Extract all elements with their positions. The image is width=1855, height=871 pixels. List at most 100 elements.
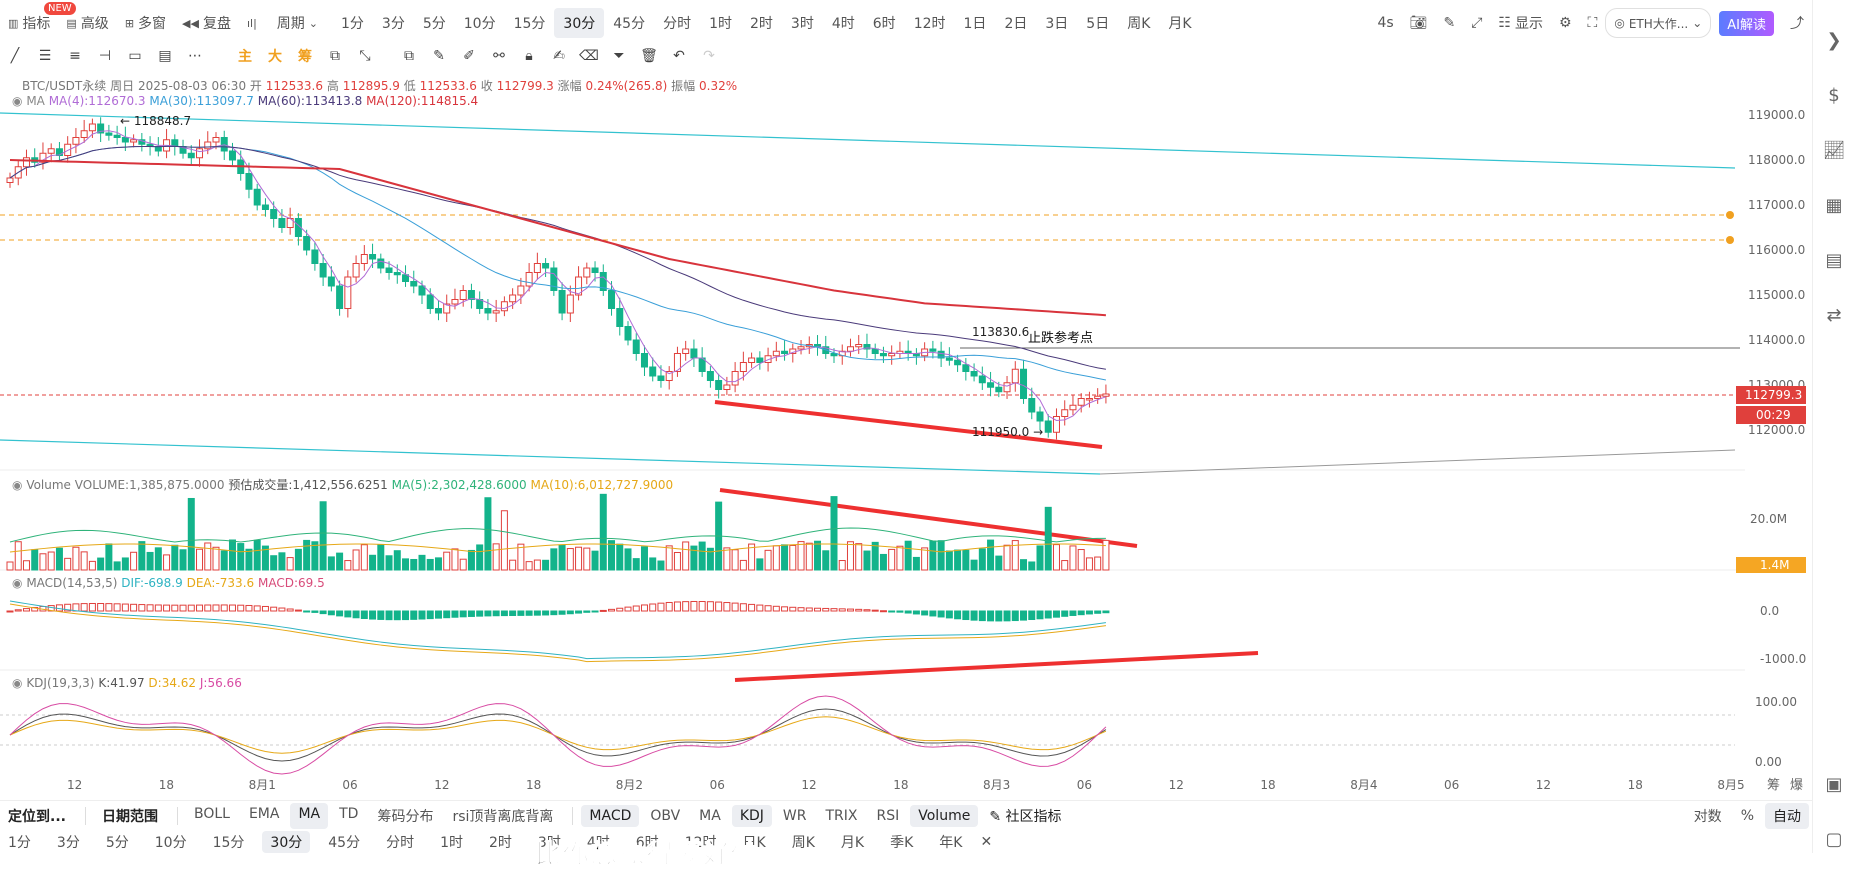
indicator-tab[interactable]: MA: [290, 802, 329, 829]
period-tab[interactable]: 分时: [663, 16, 692, 32]
bottom-period-tab[interactable]: 分时: [386, 835, 415, 851]
period-tab[interactable]: 2日: [1004, 16, 1028, 32]
lock-icon[interactable]: 🔒︎: [525, 48, 533, 64]
period-menu-button[interactable]: 周期 ⌄: [276, 16, 318, 32]
period-tab[interactable]: 周K: [1127, 16, 1151, 32]
period-tab[interactable]: 12时: [913, 16, 946, 32]
sub-indicator-tab[interactable]: KDJ: [731, 804, 772, 827]
ai-button[interactable]: AI解读: [1711, 8, 1782, 38]
chart-bars-button[interactable]: ▥ 指标 NEW: [0, 2, 76, 38]
bottom-period-tab[interactable]: 45分: [328, 835, 361, 851]
bell-icon[interactable]: ◉: [12, 576, 23, 590]
sub-indicator-tab[interactable]: TRIX: [825, 807, 858, 824]
main-force-button[interactable]: 主: [238, 49, 252, 65]
eye-icon[interactable]: ◉: [12, 478, 23, 492]
sub-indicator-tab[interactable]: MA: [699, 807, 721, 824]
big-order-button[interactable]: 大: [268, 49, 282, 65]
link-icon[interactable]: ⚯: [493, 48, 505, 64]
sub-indicator-tab[interactable]: RSI: [876, 807, 900, 824]
symbol-selector[interactable]: ◎ ETH大作... ⌄: [1605, 8, 1712, 38]
sub-indicator-tab[interactable]: OBV: [650, 807, 681, 824]
community-indicators-button[interactable]: ✎ 社区指标: [989, 808, 1062, 825]
pencil-icon[interactable]: ✎: [1435, 8, 1463, 38]
filter-icon[interactable]: ⏷: [613, 48, 625, 64]
refresh-interval[interactable]: 4s: [1377, 15, 1394, 31]
log-scale-toggle[interactable]: 对数: [1693, 808, 1722, 825]
indicator-tab[interactable]: rsi顶背离底背离: [452, 808, 554, 825]
bottom-period-tab[interactable]: 15分: [212, 835, 245, 851]
period-tab[interactable]: 4时: [831, 16, 855, 32]
chips-button[interactable]: 筹: [298, 49, 312, 65]
bottom-period-tab[interactable]: 3分: [56, 835, 80, 851]
period-tab[interactable]: 45分: [613, 16, 646, 32]
multi-line-tool-icon[interactable]: ☰: [38, 48, 52, 64]
bottom-period-tab[interactable]: 季K: [890, 835, 914, 851]
depth-chart-icon[interactable]: 📈︎: [1822, 140, 1846, 161]
calendar-button[interactable]: ▤ 高级: [66, 16, 109, 32]
indicator-tab[interactable]: BOLL: [193, 805, 230, 822]
period-tab[interactable]: 5分: [422, 16, 446, 32]
period-tab[interactable]: 30分: [554, 8, 605, 38]
period-tab[interactable]: 1分: [341, 16, 364, 32]
magnet-icon[interactable]: ⧉: [330, 48, 340, 64]
fullscreen-exit-icon[interactable]: ⤢: [1463, 8, 1490, 38]
chart-type-button[interactable]: ıl|: [239, 8, 269, 38]
bottom-period-tab[interactable]: 1时: [440, 835, 463, 851]
bottom-period-tab[interactable]: 日K: [742, 835, 766, 851]
expand-icon[interactable]: ⛶: [1580, 8, 1606, 38]
period-tab[interactable]: 1时: [709, 16, 732, 32]
collapse-icon[interactable]: ❯: [1826, 30, 1842, 51]
sub-indicator-tab[interactable]: WR: [782, 807, 807, 824]
display-button[interactable]: ☷ 显示: [1498, 15, 1543, 32]
brush-icon[interactable]: ✎: [433, 48, 445, 64]
layout-icon[interactable]: ▣: [1825, 774, 1843, 795]
share-icon[interactable]: ⤴: [1782, 8, 1812, 38]
indicator-tab[interactable]: EMA: [248, 805, 280, 822]
horizontal-line-tool-icon[interactable]: ⊣: [98, 48, 112, 64]
edit-icon[interactable]: ✍: [553, 48, 565, 64]
percent-toggle[interactable]: %: [1740, 807, 1754, 824]
rectangle-tool-icon[interactable]: ▭: [128, 48, 142, 64]
bottom-period-tab[interactable]: 3时: [537, 835, 561, 851]
bottom-period-tab[interactable]: 1分: [8, 835, 31, 851]
etf-icon[interactable]: ▤: [1825, 250, 1843, 271]
rewind-button[interactable]: ◀◀ 复盘: [182, 16, 231, 32]
bottom-period-tab[interactable]: 2时: [489, 835, 512, 851]
period-tab[interactable]: 15分: [513, 16, 546, 32]
sub-indicator-tab[interactable]: Volume: [910, 804, 979, 827]
bottom-period-tab[interactable]: 12时: [684, 835, 717, 851]
period-tab[interactable]: 10分: [463, 16, 496, 32]
fib-tool-icon[interactable]: ▤: [158, 48, 172, 64]
period-tab[interactable]: 3日: [1045, 16, 1069, 32]
bottom-period-tab[interactable]: 5分: [105, 835, 129, 851]
bottom-period-tab[interactable]: 4时: [586, 835, 610, 851]
bottom-period-tab[interactable]: 年K: [939, 835, 963, 851]
bottom-period-tab[interactable]: 周K: [791, 835, 815, 851]
indicator-tab[interactable]: 筹码分布: [377, 808, 434, 825]
grid-button[interactable]: ⊞ 多窗: [124, 16, 167, 32]
close-icon[interactable]: ✕: [980, 834, 993, 850]
data-panel-icon[interactable]: ▦: [1825, 195, 1843, 216]
sub-indicator-tab[interactable]: MACD: [581, 804, 640, 827]
date-range-button[interactable]: 日期范围: [101, 808, 158, 825]
period-tab[interactable]: 6时: [872, 16, 896, 32]
eye-icon[interactable]: ◉: [12, 94, 23, 108]
period-tab[interactable]: 1日: [963, 16, 987, 32]
period-tab[interactable]: 3分: [381, 16, 405, 32]
bottom-period-tab[interactable]: 30分: [262, 831, 311, 853]
bottom-period-tab[interactable]: 月K: [840, 835, 865, 851]
bell-icon[interactable]: ◉: [12, 676, 23, 690]
template-icon[interactable]: ▢: [1825, 829, 1843, 850]
eraser-icon[interactable]: ⌫: [579, 48, 599, 64]
period-tab[interactable]: 2时: [750, 16, 773, 32]
auto-scale-toggle[interactable]: 自动: [1765, 802, 1809, 829]
line-tool-icon[interactable]: ╱: [10, 48, 20, 64]
pen-icon[interactable]: ✐: [463, 48, 475, 64]
period-tab[interactable]: 5日: [1086, 16, 1110, 32]
period-tab[interactable]: 月K: [1168, 16, 1192, 32]
trash-icon[interactable]: 🗑︎: [640, 48, 658, 64]
indicator-tab[interactable]: TD: [339, 805, 359, 822]
copy-icon[interactable]: ⧉: [404, 48, 414, 64]
undo-icon[interactable]: ↶: [673, 48, 685, 64]
